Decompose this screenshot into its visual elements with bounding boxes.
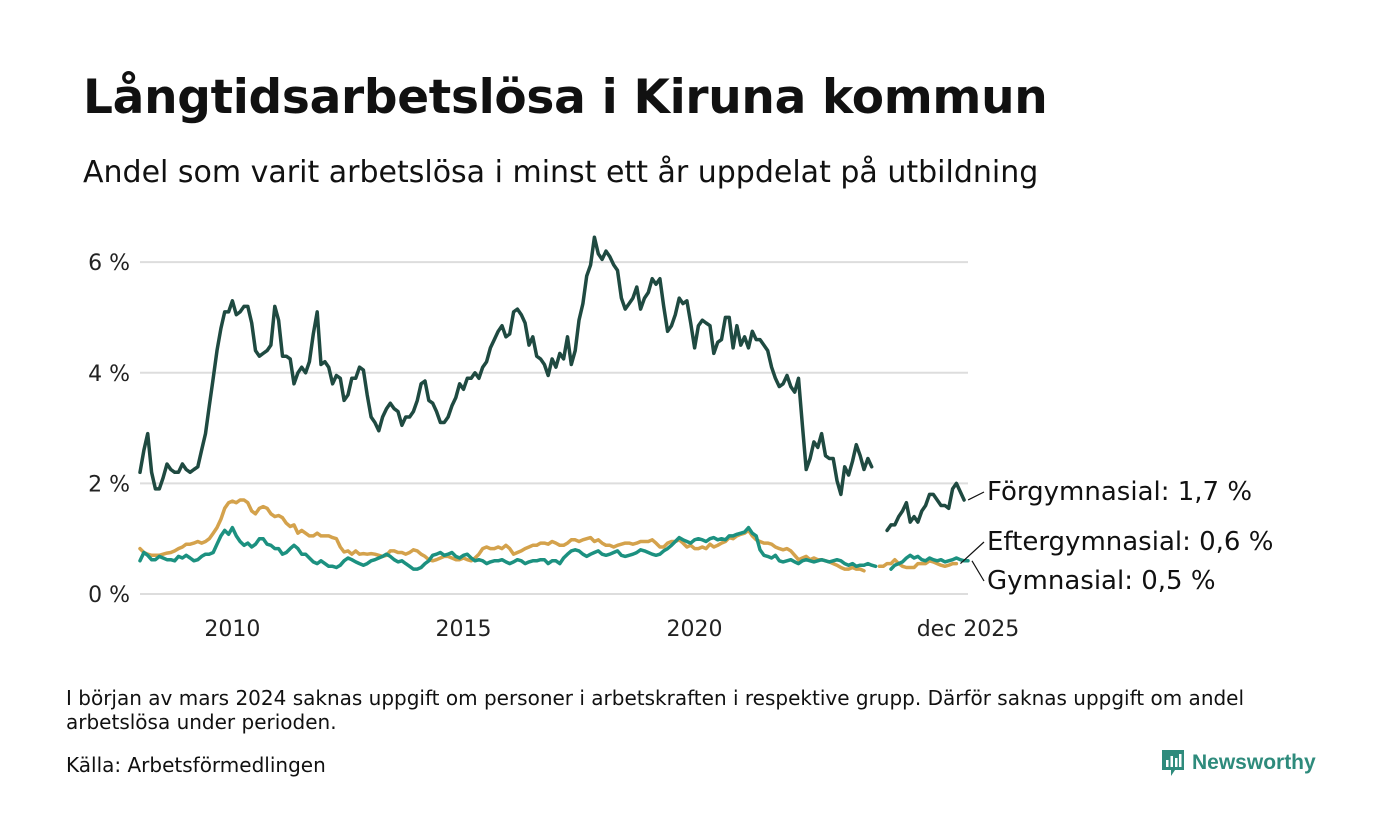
y-tick-label: 6 % bbox=[88, 251, 130, 276]
newsworthy-logo[interactable]: Newsworthy bbox=[1160, 748, 1316, 778]
label-leader-eftergymnasial bbox=[960, 541, 985, 565]
chart-subtitle: Andel som varit arbetslösa i minst ett å… bbox=[83, 155, 1039, 190]
series-label-eftergymnasial: Eftergymnasial: 0,6 % bbox=[987, 527, 1273, 557]
source-credit: Källa: Arbetsförmedlingen bbox=[66, 753, 326, 777]
x-tick-label: 2010 bbox=[204, 617, 260, 642]
x-tick-label: 2015 bbox=[435, 617, 491, 642]
series-label-gymnasial: Gymnasial: 0,5 % bbox=[987, 566, 1216, 596]
label-leader-gymnasial bbox=[971, 560, 985, 582]
x-tick-label: dec 2025 bbox=[917, 617, 1020, 642]
y-tick-label: 0 % bbox=[88, 583, 130, 608]
line-chart: 0 % 2 % 4 % 6 % 2010 2015 2020 dec 2025 Förgymna… bbox=[88, 235, 1273, 642]
chart-title: Långtidsarbetslösa i Kiruna kommun bbox=[83, 70, 1048, 125]
series-line-förgymnasial bbox=[138, 235, 966, 533]
label-leader-förgymnasial bbox=[967, 491, 985, 501]
footnote: I början av mars 2024 saknas uppgift om … bbox=[66, 686, 1245, 734]
series-label-förgymnasial: Förgymnasial: 1,7 % bbox=[987, 477, 1252, 507]
y-tick-label: 4 % bbox=[88, 362, 130, 387]
logo-icon bbox=[1162, 750, 1184, 776]
series-line-gymnasial bbox=[138, 525, 970, 571]
x-tick-label: 2020 bbox=[667, 617, 723, 642]
logo-text: Newsworthy bbox=[1192, 751, 1316, 774]
y-tick-label: 2 % bbox=[88, 472, 130, 497]
